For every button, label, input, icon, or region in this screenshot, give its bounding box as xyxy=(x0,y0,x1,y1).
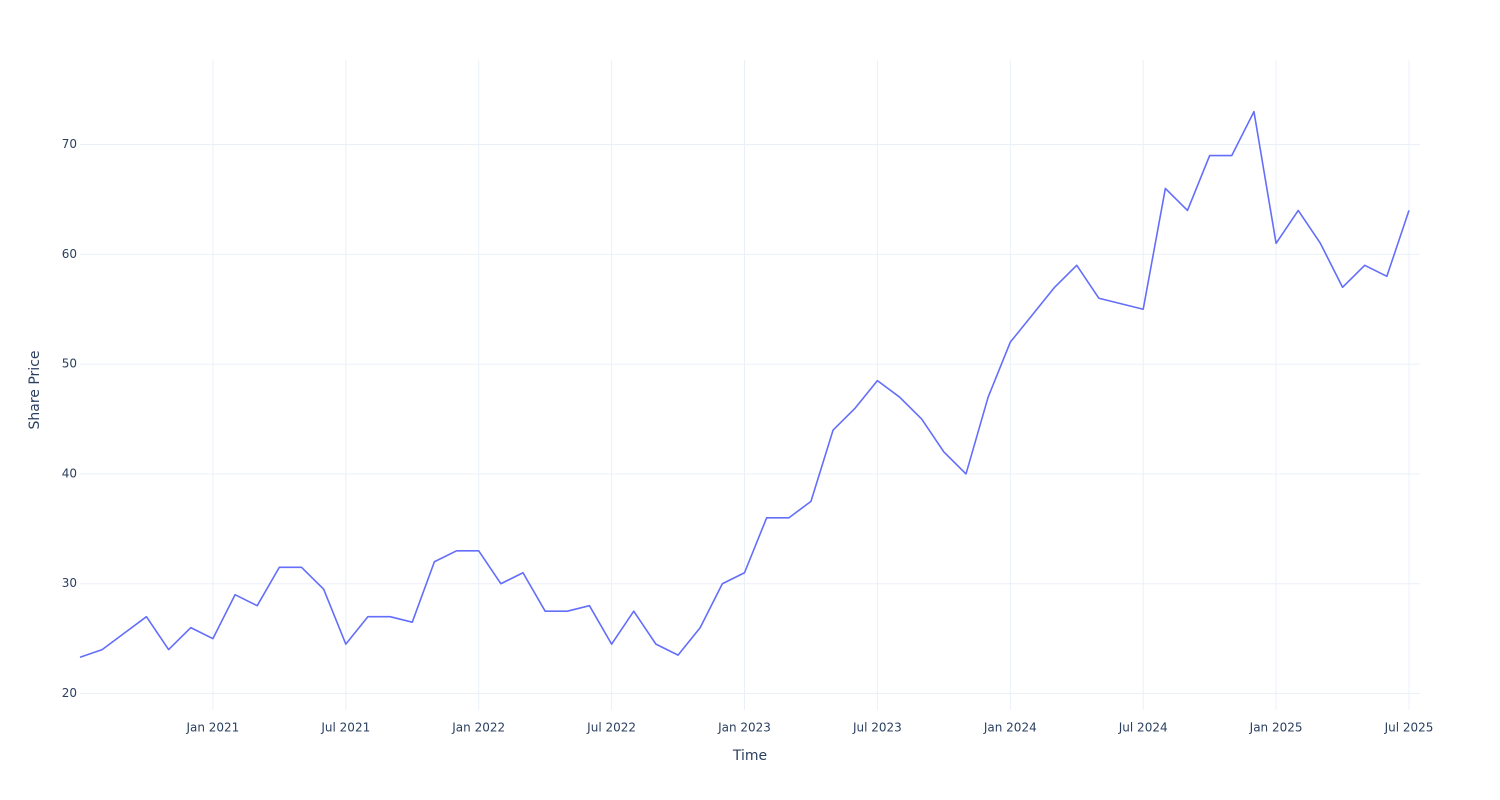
x-tick-label: Jul 2022 xyxy=(586,721,636,735)
x-tick-label: Jul 2025 xyxy=(1384,721,1434,735)
grid xyxy=(80,60,1420,710)
x-tick-label: Jan 2023 xyxy=(717,721,771,735)
x-axis-title: Time xyxy=(732,748,767,764)
price-line xyxy=(79,110,1410,659)
x-tick-label: Jan 2021 xyxy=(185,721,239,735)
x-tick-label: Jan 2022 xyxy=(451,721,505,735)
y-tick-label: 30 xyxy=(62,576,77,590)
x-tick-label: Jul 2021 xyxy=(320,721,370,735)
y-tick-label: 20 xyxy=(62,686,77,700)
y-tick-label: 40 xyxy=(62,466,77,480)
x-tick-label: Jan 2024 xyxy=(983,721,1037,735)
x-tick-label: Jan 2025 xyxy=(1249,721,1303,735)
y-tick-label: 60 xyxy=(62,247,77,261)
x-tick-label: Jul 2023 xyxy=(852,721,902,735)
x-tick-label: Jul 2024 xyxy=(1118,721,1168,735)
y-tick-label: 50 xyxy=(62,357,77,371)
y-tick-label: 70 xyxy=(62,137,77,151)
y-axis-title: Share Price xyxy=(27,350,43,429)
